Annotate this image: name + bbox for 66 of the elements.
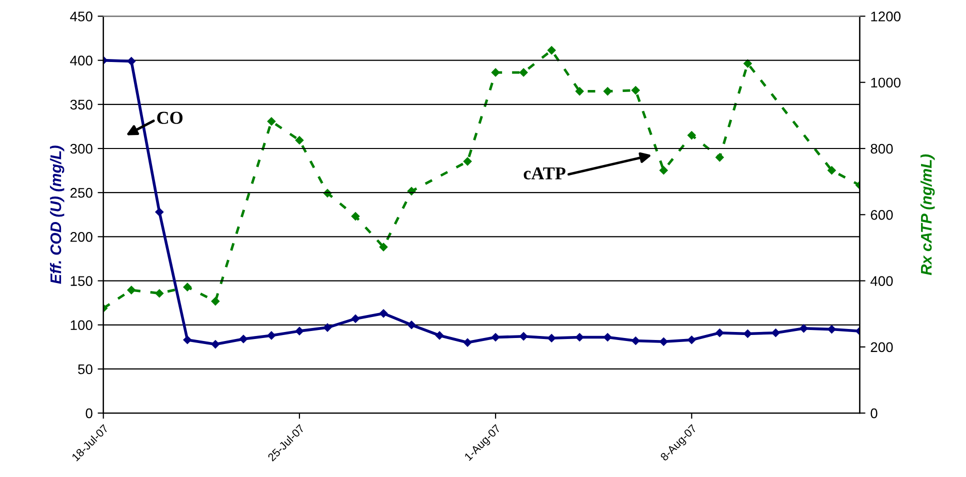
point: [828, 166, 836, 174]
y2-tick-label: 1000: [871, 78, 901, 88]
point: [660, 166, 668, 174]
point: [547, 334, 556, 342]
point: [688, 131, 696, 140]
annotation: cATP: [524, 167, 566, 180]
annotation: CO: [157, 112, 183, 124]
point: [211, 340, 220, 348]
y-tick-label: 100: [70, 320, 92, 330]
point: [435, 331, 444, 340]
point: [575, 87, 584, 96]
y-tick-label: 350: [70, 100, 92, 110]
point: [603, 87, 612, 96]
point: [463, 338, 472, 347]
point: [267, 117, 276, 126]
point: [519, 68, 528, 77]
point: [407, 187, 416, 196]
y-tick-label: 0: [86, 408, 92, 418]
point: [155, 289, 164, 298]
point: [744, 330, 752, 338]
y-tick-label: 50: [78, 364, 92, 374]
y2-tick-label: 200: [870, 342, 893, 352]
point: [127, 286, 136, 294]
point: [660, 338, 668, 346]
point: [463, 157, 472, 166]
y-tick-label: 200: [70, 232, 92, 242]
point: [716, 153, 724, 162]
y-tick-label: 450: [70, 12, 92, 22]
point: [183, 282, 192, 292]
point: [744, 59, 752, 68]
point: [519, 332, 528, 340]
point: [828, 325, 836, 334]
point: [772, 328, 780, 337]
y-tick-label: 300: [70, 144, 92, 154]
point: [267, 331, 276, 340]
y2-tick-label: 800: [870, 144, 893, 154]
y2-tick-label: 0: [870, 408, 878, 418]
point: [183, 336, 192, 344]
point: [631, 86, 640, 94]
point: [127, 57, 136, 66]
point: [323, 323, 332, 332]
y-tick-label: 150: [70, 276, 92, 286]
point: [211, 297, 220, 306]
y2-tick-label: 1200: [871, 12, 901, 22]
point: [295, 326, 304, 336]
y-tick-label: 250: [70, 188, 92, 198]
point: [631, 336, 640, 345]
y2-tick-label: 400: [870, 276, 893, 286]
point: [239, 334, 248, 344]
point: [407, 320, 416, 330]
point: [351, 212, 360, 220]
point: [688, 336, 696, 344]
point: [295, 136, 304, 144]
y-axis-title: Eff. COD (U) (mg/L): [50, 146, 64, 284]
y-tick-label: 400: [70, 56, 92, 66]
point: [155, 208, 164, 216]
point: [379, 242, 388, 252]
y2-axis-title: Rx cATP (ng/mL): [920, 154, 935, 276]
point: [716, 328, 724, 337]
point: [800, 324, 808, 333]
point: [351, 314, 360, 323]
point: [547, 46, 556, 54]
y2-tick-label: 600: [870, 210, 893, 220]
point: [379, 309, 388, 318]
point: [491, 333, 500, 342]
point: [491, 68, 500, 77]
